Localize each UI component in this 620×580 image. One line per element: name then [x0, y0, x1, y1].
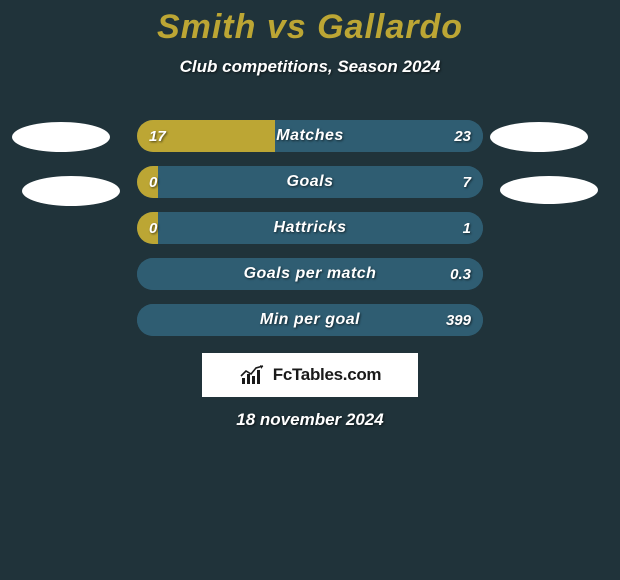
- stat-row: 0 Hattricks 1: [137, 212, 483, 244]
- page-title: Smith vs Gallardo: [0, 0, 620, 47]
- date-text: 18 november 2024: [0, 410, 620, 430]
- stat-row: Goals per match 0.3: [137, 258, 483, 290]
- avatar-left-1: [12, 122, 110, 152]
- stats-container: 17 Matches 23 0 Goals 7 0 Hattricks 1 Go…: [137, 120, 483, 350]
- chart-icon: [239, 364, 267, 386]
- brand-text: FcTables.com: [273, 365, 382, 385]
- stat-value-right: 23: [454, 120, 471, 152]
- comparison-panel: Smith vs Gallardo Club competitions, Sea…: [0, 0, 620, 580]
- stat-row: 0 Goals 7: [137, 166, 483, 198]
- stat-label: Matches: [137, 120, 483, 152]
- stat-row: 17 Matches 23: [137, 120, 483, 152]
- stat-label: Min per goal: [137, 304, 483, 336]
- brand-badge[interactable]: FcTables.com: [202, 353, 418, 397]
- stat-label: Goals: [137, 166, 483, 198]
- stat-value-right: 7: [463, 166, 471, 198]
- stat-row: Min per goal 399: [137, 304, 483, 336]
- subtitle: Club competitions, Season 2024: [0, 57, 620, 77]
- avatar-left-2: [22, 176, 120, 206]
- avatar-right-2: [500, 176, 598, 204]
- stat-label: Goals per match: [137, 258, 483, 290]
- stat-label: Hattricks: [137, 212, 483, 244]
- avatar-right-1: [490, 122, 588, 152]
- stat-value-right: 1: [463, 212, 471, 244]
- stat-value-right: 0.3: [450, 258, 471, 290]
- stat-value-right: 399: [446, 304, 471, 336]
